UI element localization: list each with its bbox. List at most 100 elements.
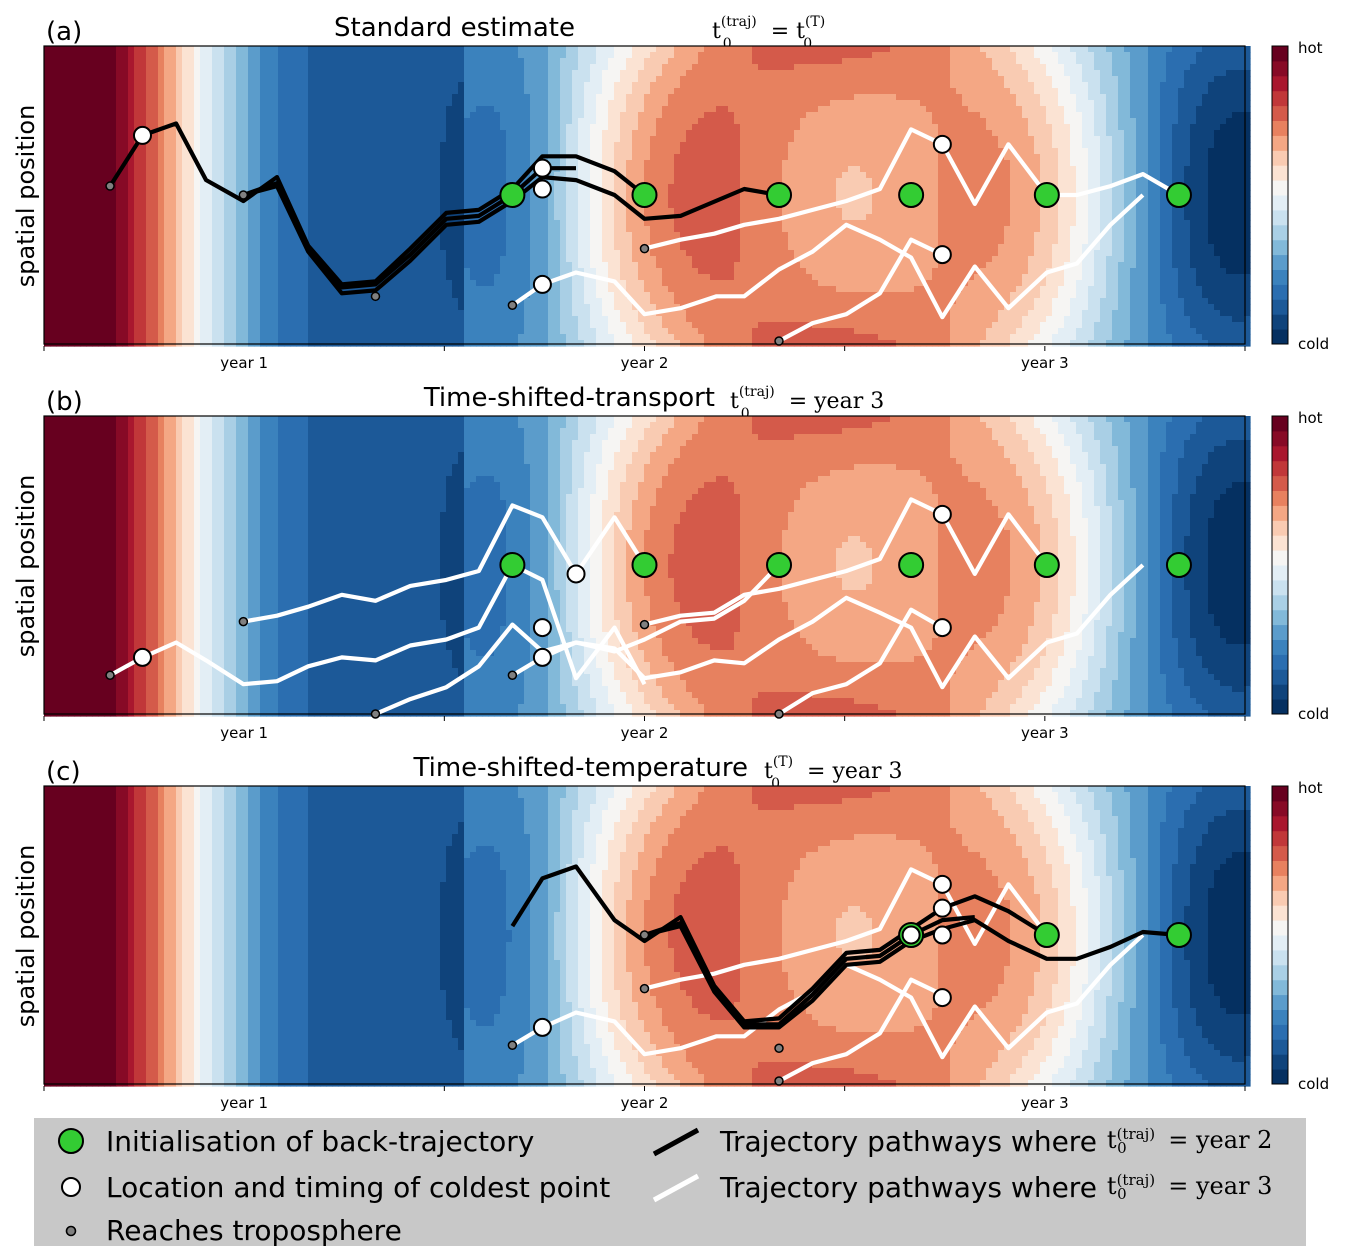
legend-item-white: Location and timing of coldest point	[54, 1170, 610, 1204]
init-point	[1165, 552, 1192, 578]
troposphere-point	[639, 983, 650, 994]
x-axis: year 1 year 2 year 3	[43, 1086, 1246, 1112]
colorbar-segment	[1272, 269, 1288, 285]
colorbar-segment	[1272, 905, 1288, 921]
x-axis: year 1 year 2 year 3	[43, 346, 1246, 372]
colorbar-frame	[1271, 45, 1289, 345]
colorbar-segment	[1272, 860, 1288, 876]
troposphere-point	[639, 243, 650, 254]
colorbar-segment	[1272, 935, 1288, 951]
x-tick-label: year 1	[220, 354, 268, 372]
colorbar-segment	[1272, 699, 1288, 715]
colorbar-segment	[1272, 565, 1288, 581]
colorbar-segment	[1272, 284, 1288, 300]
x-tick-label: year 2	[621, 354, 669, 372]
panel-a: (a) Standard estimate t(traj) 0 = t(T) 0 s…	[12, 13, 1329, 372]
legend-label: Initialisation of back-trajectory	[106, 1125, 534, 1158]
trajectory-white	[511, 563, 781, 678]
colorbar-segment	[1272, 1054, 1288, 1070]
init-point	[1165, 922, 1192, 948]
coldest-point	[532, 618, 552, 638]
y-axis-label: spatial position	[12, 845, 40, 1028]
colorbar-segment	[1272, 1024, 1288, 1040]
init-point	[499, 182, 526, 208]
colorbar-segment	[1272, 90, 1288, 107]
colorbar-segment	[1272, 1069, 1288, 1085]
colorbar-segment	[1272, 624, 1288, 640]
colorbar-segment	[1272, 609, 1288, 626]
colorbar-segment	[1272, 669, 1288, 685]
colorbar-segment	[1272, 964, 1288, 981]
colorbar-segment	[1272, 684, 1288, 700]
x-tick-label: year 3	[1021, 724, 1069, 742]
troposphere-point	[370, 709, 381, 719]
x-tick-label: year 3	[1021, 354, 1069, 372]
colorbar-segment	[1272, 314, 1288, 330]
trajectory-white	[643, 497, 1049, 627]
white-circle-icon	[61, 1177, 81, 1197]
colorbar-segment	[1272, 150, 1288, 166]
colorbar-segment	[1272, 209, 1288, 226]
colorbar-segment	[1272, 786, 1288, 802]
x-tick-label: year 1	[220, 1094, 268, 1112]
colorbar-segment	[1272, 949, 1288, 966]
troposphere-point	[370, 291, 381, 302]
colorbar-label-cold: cold	[1298, 335, 1329, 353]
colorbar-segment	[1272, 195, 1288, 211]
legend: Initialisation of back-trajectory Locati…	[34, 1118, 1306, 1247]
colorbar-segment	[1272, 875, 1288, 891]
coldest-point	[532, 179, 552, 199]
colorbar-segment	[1272, 800, 1288, 817]
colorbar-segment	[1272, 75, 1288, 92]
colorbar-segment	[1272, 460, 1288, 477]
panel-label: (b)	[46, 387, 83, 417]
coldest-point	[532, 647, 552, 667]
colorbar-segment	[1272, 430, 1288, 447]
colorbar-frame	[1271, 415, 1289, 715]
trajectory-black	[510, 864, 1048, 1024]
init-point	[1033, 182, 1060, 208]
troposphere-point	[774, 1043, 784, 1053]
green-circle-icon	[58, 1128, 84, 1154]
y-axis-label: spatial position	[12, 475, 40, 658]
colorbar-segment	[1272, 979, 1288, 996]
colorbar-segment	[1272, 639, 1288, 655]
colorbar-segment	[1272, 254, 1288, 270]
y-axis-label: spatial position	[12, 105, 40, 288]
colorbar-segment	[1272, 920, 1288, 936]
colorbar: hot cold	[1271, 409, 1329, 723]
small-dot-icon	[65, 1225, 77, 1236]
legend-label: Trajectory pathways where	[720, 1171, 1097, 1204]
init-point	[766, 552, 793, 578]
init-point	[1033, 922, 1060, 948]
troposphere-point	[639, 930, 650, 940]
panel-label: (a)	[46, 17, 82, 47]
trajectory-white	[643, 127, 1180, 251]
troposphere-point	[238, 190, 249, 200]
legend-item-small: Reaches troposphere	[54, 1214, 402, 1247]
colorbar-label-hot: hot	[1298, 39, 1323, 57]
colorbar-label-hot: hot	[1298, 409, 1323, 427]
init-point	[898, 182, 925, 208]
colorbar-label-cold: cold	[1298, 1075, 1329, 1093]
colorbar-segment	[1272, 60, 1288, 77]
colorbar-label-hot: hot	[1298, 779, 1323, 797]
panel-label: (c)	[46, 757, 81, 787]
colorbar-segment	[1272, 594, 1288, 611]
troposphere-point	[105, 670, 115, 681]
colorbar-segment	[1272, 490, 1288, 506]
trajectory-black	[108, 121, 646, 287]
coldest-point	[932, 504, 952, 524]
colorbar-segment	[1272, 180, 1288, 196]
x-axis: year 1 year 2 year 3	[43, 716, 1246, 742]
colorbar-segment	[1272, 475, 1288, 491]
plot-area	[43, 45, 1251, 347]
colorbar-segment	[1272, 329, 1288, 345]
trajectory-white	[777, 607, 944, 716]
legend-item-white-line: Trajectory pathways where t(traj)0 = yea…	[650, 1170, 1272, 1204]
coldest-point	[532, 274, 552, 294]
troposphere-point	[774, 336, 784, 346]
colorbar-segment	[1272, 550, 1288, 566]
troposphere-point	[507, 300, 518, 311]
coldest-point	[932, 618, 952, 638]
